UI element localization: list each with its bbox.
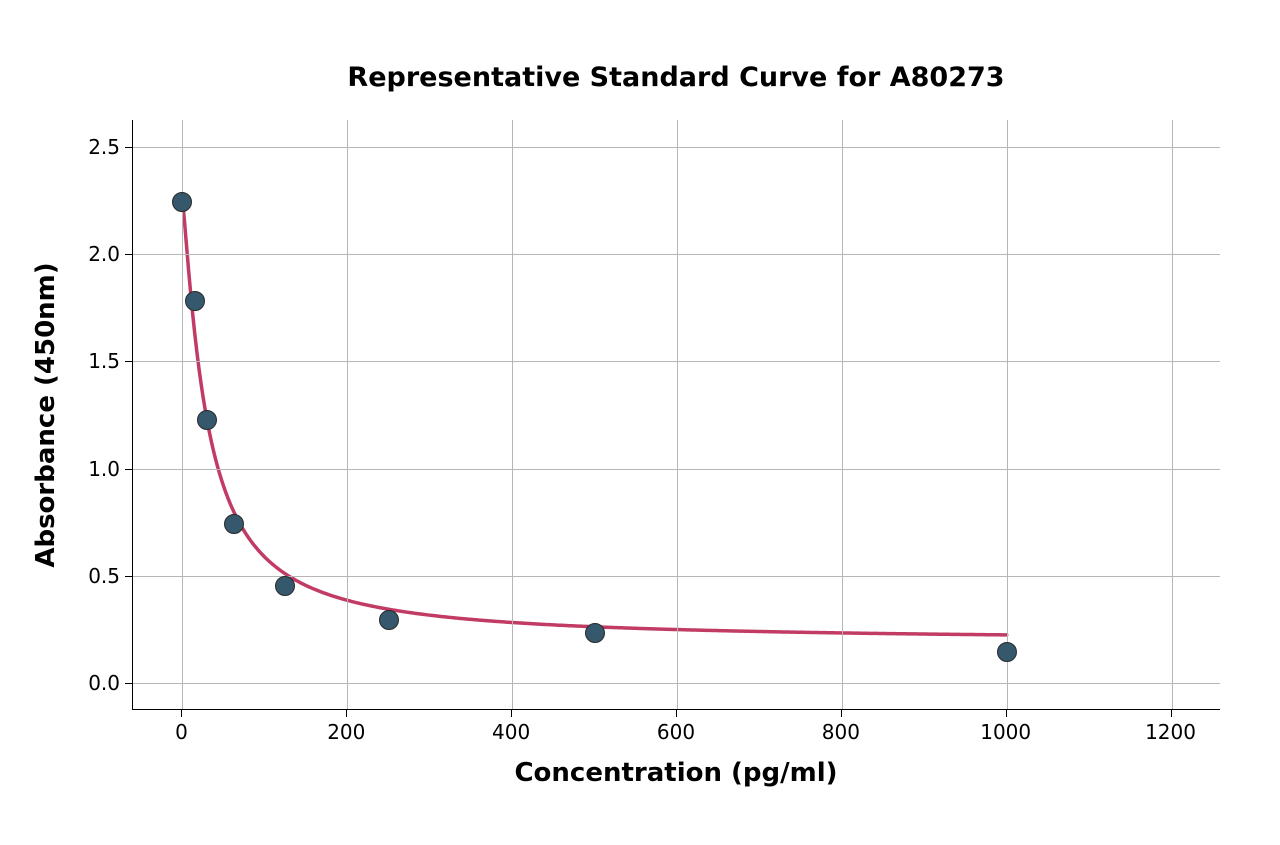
y-tick-label: 0.5 (84, 564, 120, 588)
y-tick (125, 254, 132, 255)
gridline-horizontal (133, 254, 1220, 255)
gridline-vertical (512, 120, 513, 709)
x-tick (841, 710, 842, 717)
y-tick (125, 361, 132, 362)
x-tick-label: 1000 (980, 720, 1031, 744)
x-tick-label: 800 (822, 720, 860, 744)
data-point (275, 576, 295, 596)
x-tick-label: 400 (492, 720, 530, 744)
gridline-vertical (842, 120, 843, 709)
gridline-horizontal (133, 469, 1220, 470)
fit-curve-path (182, 200, 1006, 634)
y-tick-label: 2.0 (84, 242, 120, 266)
x-tick (181, 710, 182, 717)
y-tick (125, 683, 132, 684)
figure: Representative Standard Curve for A80273… (0, 0, 1280, 845)
gridline-vertical (347, 120, 348, 709)
data-point (997, 642, 1017, 662)
x-tick (511, 710, 512, 717)
y-tick-label: 0.0 (84, 671, 120, 695)
x-tick (1171, 710, 1172, 717)
x-tick (346, 710, 347, 717)
gridline-horizontal (133, 361, 1220, 362)
x-tick-label: 200 (327, 720, 365, 744)
gridline-vertical (677, 120, 678, 709)
y-tick-label: 2.5 (84, 135, 120, 159)
data-point (185, 291, 205, 311)
y-tick (125, 576, 132, 577)
x-axis-label: Concentration (pg/ml) (514, 758, 837, 788)
gridline-horizontal (133, 576, 1220, 577)
gridline-horizontal (133, 683, 1220, 684)
y-tick-label: 1.0 (84, 457, 120, 481)
x-tick (676, 710, 677, 717)
data-point (197, 410, 217, 430)
x-tick-label: 0 (175, 720, 188, 744)
data-point (585, 623, 605, 643)
x-tick-label: 600 (657, 720, 695, 744)
gridline-horizontal (133, 147, 1220, 148)
data-point (224, 514, 244, 534)
data-point (379, 610, 399, 630)
y-tick-label: 1.5 (84, 349, 120, 373)
x-tick-label: 1200 (1145, 720, 1196, 744)
gridline-vertical (1172, 120, 1173, 709)
y-tick (125, 469, 132, 470)
plot-area (132, 120, 1220, 710)
data-point (172, 192, 192, 212)
y-axis-label: Absorbance (450nm) (31, 262, 61, 567)
gridline-vertical (1007, 120, 1008, 709)
chart-title: Representative Standard Curve for A80273 (347, 62, 1004, 93)
y-tick (125, 147, 132, 148)
x-tick (1006, 710, 1007, 717)
